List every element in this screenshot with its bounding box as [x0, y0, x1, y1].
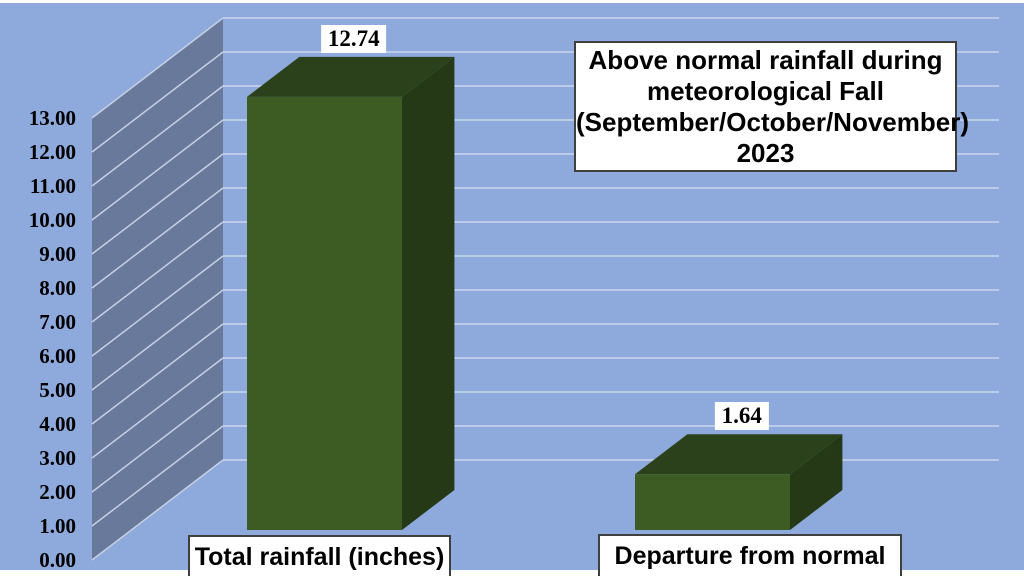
wall-gridline: [91, 51, 224, 153]
bar-1-side-face: [790, 434, 843, 530]
y-axis-tick-label: 10.00: [28, 208, 76, 232]
y-axis-tick-label: 1.00: [39, 514, 76, 538]
y-axis-tick-label: 8.00: [39, 276, 76, 300]
wall-gridline: [91, 255, 224, 357]
category-label-departure-from-normal: Departure from normal: [598, 534, 902, 576]
wall-gridline: [91, 221, 224, 323]
wall-gridline: [91, 357, 224, 459]
y-axis-tick-label: 11.00: [29, 174, 76, 198]
bar-0-front-face: [247, 96, 402, 530]
wall-gridline: [91, 17, 224, 119]
y-axis-tick-label: 13.00: [28, 106, 76, 130]
y-axis-tick-label: 3.00: [39, 446, 76, 470]
y-axis-tick-label: 0.00: [39, 548, 76, 572]
bar-1-top-face: [635, 434, 843, 475]
y-axis-tick-label: 5.00: [39, 378, 76, 402]
y-axis-tick-label: 4.00: [39, 412, 76, 436]
wall-gridline: [91, 289, 224, 391]
chart-title-line-2: meteorological Fall: [647, 75, 884, 106]
side-wall: [92, 18, 223, 560]
wall-gridline: [91, 425, 224, 527]
bar-1-front-face: [635, 474, 790, 530]
bar-0-top-face: [247, 56, 455, 97]
chart-title-box: Above normal rainfall during meteorologi…: [574, 41, 969, 172]
y-axis-tick-label: 7.00: [39, 310, 76, 334]
wall-gridline: [91, 85, 224, 187]
y-axis-tick-label: 6.00: [39, 344, 76, 368]
y-axis: 0.00 1.00 2.00 3.00 4.00 5.00 6.00 7.00 8.00 9.00…: [0, 0, 78, 576]
wall-gridline: [91, 187, 224, 289]
wall-gridline: [91, 323, 224, 425]
data-label-0: 12.74: [320, 24, 387, 53]
y-axis-tick-label: 12.00: [28, 140, 76, 164]
chart-title-line-1: Above normal rainfall during: [588, 44, 943, 75]
y-axis-tick-label: 9.00: [39, 242, 76, 266]
data-label-1: 1.64: [714, 402, 769, 431]
category-label-total-rainfall: Total rainfall (inches): [188, 535, 451, 576]
wall-gridline: [91, 119, 224, 221]
y-axis-tick-label: 2.00: [39, 480, 76, 504]
wall-gridline: [91, 459, 224, 561]
chart-title-line-3: (September/October/November): [576, 106, 969, 137]
bar-0-side-face: [402, 56, 455, 531]
wall-gridline: [91, 153, 224, 255]
wall-gridline: [91, 391, 224, 493]
chart-title-line-4: 2023: [736, 137, 795, 168]
